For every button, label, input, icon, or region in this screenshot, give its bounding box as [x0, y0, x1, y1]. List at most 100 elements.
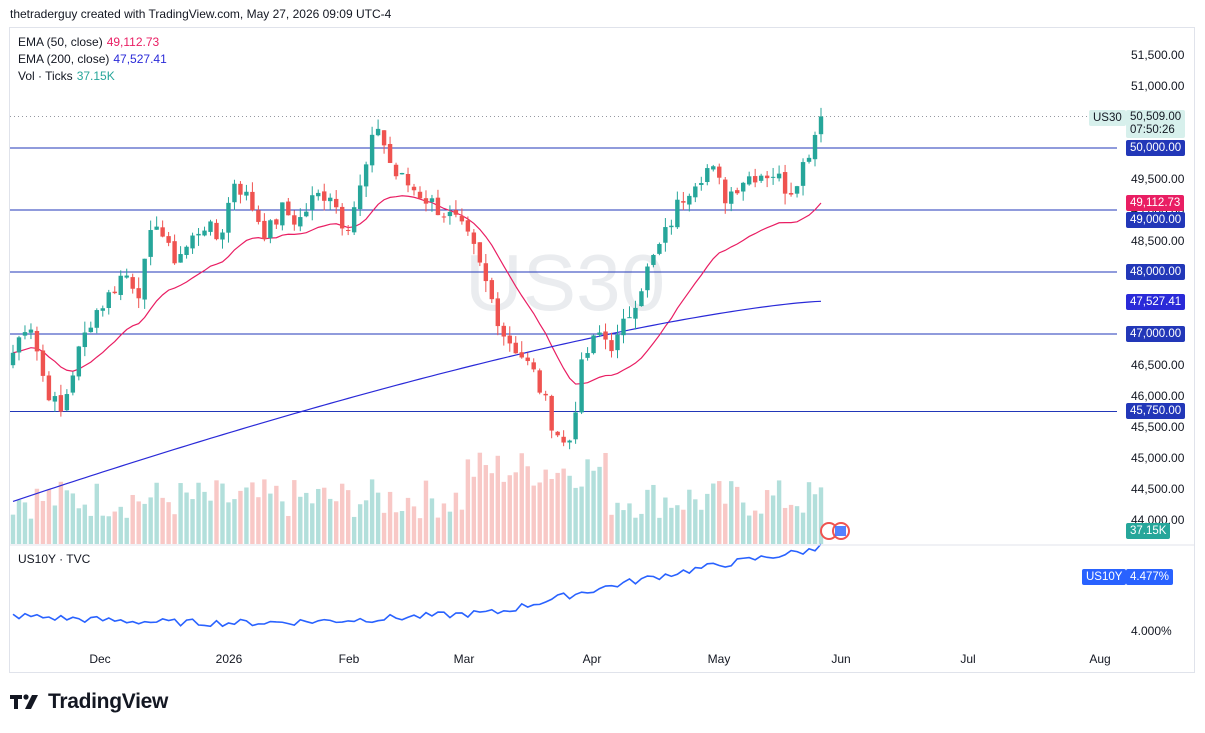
candle[interactable] [387, 136, 393, 164]
candle[interactable] [621, 308, 626, 344]
candle[interactable] [770, 167, 776, 185]
candle[interactable] [465, 216, 471, 236]
candle[interactable] [501, 322, 506, 346]
candle[interactable] [178, 246, 183, 263]
candle[interactable] [357, 174, 363, 216]
candle[interactable] [328, 193, 333, 210]
candle[interactable] [513, 336, 518, 354]
candle[interactable] [603, 323, 608, 350]
candle[interactable] [579, 352, 584, 415]
candle[interactable] [764, 171, 770, 188]
candle[interactable] [232, 179, 237, 211]
candle[interactable] [94, 308, 99, 334]
legend-volume[interactable]: Vol · Ticks 37.15K [18, 69, 115, 83]
candle[interactable] [531, 358, 536, 373]
candle[interactable] [130, 273, 135, 294]
candle[interactable] [160, 220, 165, 238]
candle[interactable] [459, 208, 465, 225]
candle[interactable] [411, 183, 417, 196]
candle[interactable] [441, 212, 447, 223]
candle[interactable] [220, 229, 225, 249]
candle[interactable] [705, 164, 710, 186]
candle[interactable] [800, 158, 806, 196]
candle[interactable] [208, 219, 213, 236]
candle[interactable] [196, 228, 201, 246]
candle[interactable] [669, 219, 674, 235]
candle[interactable] [190, 232, 195, 254]
candle[interactable] [274, 218, 279, 229]
candle[interactable] [52, 391, 58, 412]
candle[interactable] [100, 305, 105, 317]
candle[interactable] [202, 226, 207, 237]
candle[interactable] [519, 341, 524, 359]
candle[interactable] [429, 194, 435, 212]
pane2-legend[interactable]: US10Y · TVC [18, 552, 91, 566]
candle[interactable] [142, 258, 147, 309]
candle[interactable] [172, 234, 177, 265]
candle[interactable] [806, 154, 812, 164]
candle[interactable] [447, 205, 453, 225]
candle[interactable] [226, 197, 231, 243]
candle[interactable] [639, 288, 644, 307]
candle[interactable] [663, 218, 668, 252]
candle[interactable] [555, 430, 560, 438]
candle[interactable] [393, 162, 399, 180]
candle[interactable] [58, 384, 64, 417]
candle[interactable] [292, 210, 297, 231]
candle[interactable] [495, 292, 500, 336]
candle[interactable] [609, 332, 614, 358]
candle[interactable] [717, 163, 722, 185]
candle[interactable] [585, 347, 590, 361]
candle[interactable] [112, 286, 117, 295]
candle[interactable] [489, 277, 495, 304]
candle[interactable] [22, 325, 28, 340]
candle[interactable] [525, 352, 530, 366]
candle[interactable] [812, 131, 818, 167]
candle[interactable] [310, 186, 315, 221]
candle[interactable] [136, 277, 141, 309]
candle[interactable] [699, 176, 704, 191]
candle[interactable] [735, 187, 740, 195]
candle[interactable] [106, 289, 111, 315]
candle[interactable] [675, 191, 680, 229]
legend-ema50[interactable]: EMA (50, close) 49,112.73 [18, 35, 160, 49]
candle[interactable] [537, 368, 542, 395]
footer-logo[interactable]: TradingView [10, 690, 168, 714]
candle[interactable] [244, 184, 249, 201]
candle[interactable] [549, 394, 554, 439]
candle[interactable] [591, 334, 596, 355]
candle[interactable] [687, 193, 692, 212]
candle[interactable] [477, 242, 483, 267]
candle[interactable] [381, 130, 387, 154]
candle[interactable] [794, 185, 800, 198]
candle[interactable] [64, 389, 70, 412]
candle[interactable] [543, 390, 548, 401]
candle[interactable] [561, 430, 566, 447]
candle[interactable] [627, 306, 632, 319]
candle[interactable] [34, 326, 40, 361]
candle[interactable] [752, 168, 758, 188]
candle[interactable] [28, 323, 34, 340]
candle[interactable] [483, 253, 489, 293]
candle[interactable] [286, 197, 291, 216]
flag-icons[interactable] [820, 522, 850, 540]
legend-ema200[interactable]: EMA (200, close) 47,527.41 [18, 52, 167, 66]
candle[interactable] [298, 208, 303, 232]
candle[interactable] [82, 321, 88, 357]
us10y-line[interactable] [12, 543, 822, 628]
candle[interactable] [339, 203, 345, 236]
candle[interactable] [369, 126, 375, 173]
candle[interactable] [16, 335, 22, 361]
candle[interactable] [88, 321, 94, 333]
candle[interactable] [154, 216, 159, 230]
candle[interactable] [316, 189, 321, 201]
candle[interactable] [633, 300, 638, 330]
candle[interactable] [280, 202, 285, 231]
candle[interactable] [423, 190, 429, 212]
candle[interactable] [693, 183, 698, 203]
candle[interactable] [184, 245, 189, 259]
candle[interactable] [46, 371, 52, 402]
candle[interactable] [471, 229, 477, 255]
ema200-line[interactable] [12, 300, 822, 502]
